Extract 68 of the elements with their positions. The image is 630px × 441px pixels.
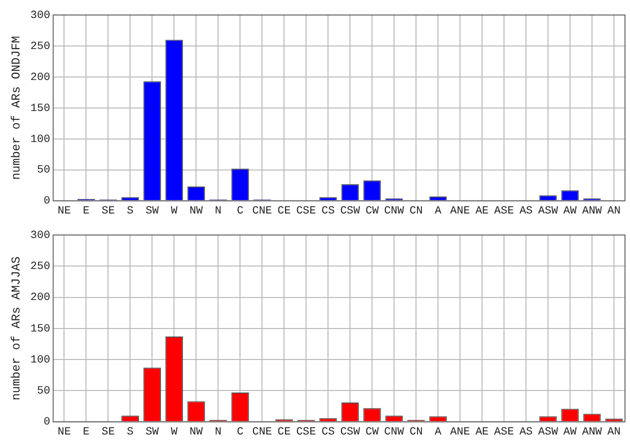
x-tick-label: W bbox=[170, 205, 178, 218]
x-tick-label: CN bbox=[409, 426, 423, 438]
x-tick-label: NW bbox=[190, 205, 204, 218]
y-tick-label: 250 bbox=[30, 40, 50, 53]
x-tick-label: N bbox=[214, 205, 222, 218]
x-tick-label: CSW bbox=[340, 205, 360, 218]
x-tick-label: A bbox=[434, 426, 442, 438]
x-tick-label: S bbox=[126, 426, 134, 438]
x-tick-label: ASE bbox=[494, 205, 514, 218]
x-tick-label: ANE bbox=[450, 426, 470, 438]
x-tick-label: CS bbox=[322, 426, 336, 438]
x-tick-label: CNE bbox=[252, 426, 272, 438]
x-tick-label: AW bbox=[563, 426, 578, 438]
x-tick-label: ANW bbox=[582, 205, 602, 218]
x-tick-label: CE bbox=[278, 426, 292, 438]
x-tick-label: N bbox=[214, 426, 222, 438]
x-tick-label: CW bbox=[365, 205, 380, 218]
x-tick-label: E bbox=[82, 205, 90, 218]
x-tick-label: NE bbox=[58, 426, 72, 438]
x-tick-label: CS bbox=[322, 205, 336, 218]
y-tick-label: 100 bbox=[30, 134, 50, 146]
x-tick-label: ASW bbox=[538, 426, 558, 438]
y-tick-label: 150 bbox=[30, 323, 50, 336]
x-tick-label: S bbox=[126, 205, 134, 218]
y-tick-label: 200 bbox=[30, 72, 50, 84]
x-tick-label: CW bbox=[365, 426, 380, 438]
y-tick-label: 300 bbox=[30, 10, 50, 22]
x-tick-label: SE bbox=[102, 205, 116, 218]
y-tick-label: 0 bbox=[44, 416, 50, 429]
x-tick-label: CNW bbox=[384, 205, 404, 218]
x-tick-label: SE bbox=[102, 426, 116, 438]
x-tick-label: A bbox=[434, 205, 442, 218]
x-tick-label: CN bbox=[409, 205, 423, 218]
y-axis-title: number of ARs AMJJAS bbox=[9, 256, 24, 400]
x-tick-label: CSW bbox=[340, 426, 360, 438]
x-tick-label: SW bbox=[146, 426, 160, 438]
x-tick-label: AN bbox=[607, 205, 621, 218]
x-tick-label: CNW bbox=[384, 426, 404, 438]
y-tick-label: 250 bbox=[30, 261, 50, 274]
x-tick-label: E bbox=[82, 426, 90, 438]
x-tick-label: CSE bbox=[296, 426, 316, 438]
y-tick-label: 100 bbox=[30, 354, 50, 366]
y-tick-label: 300 bbox=[30, 230, 50, 242]
x-tick-label: CNE bbox=[252, 205, 272, 218]
x-tick-label: ANE bbox=[450, 205, 470, 218]
x-tick-label: NE bbox=[58, 205, 72, 218]
x-tick-label: CE bbox=[278, 205, 292, 218]
x-tick-label: AE bbox=[475, 205, 490, 218]
x-tick-label: NW bbox=[190, 426, 204, 438]
x-tick-label: ASE bbox=[494, 426, 514, 438]
x-tick-label: C bbox=[236, 426, 244, 438]
x-tick-label: AW bbox=[563, 205, 578, 218]
y-tick-label: 50 bbox=[37, 386, 50, 398]
y-tick-label: 50 bbox=[37, 164, 50, 177]
x-tick-label: ANW bbox=[582, 426, 602, 438]
x-tick-label: AS bbox=[519, 426, 534, 438]
x-tick-label: ASW bbox=[538, 205, 558, 218]
x-tick-label: AE bbox=[475, 426, 490, 438]
x-tick-label: C bbox=[236, 205, 244, 218]
x-tick-label: AN bbox=[607, 426, 621, 438]
y-axis-title: number of ARs ONDJFM bbox=[9, 36, 24, 180]
x-tick-label: W bbox=[170, 426, 178, 438]
y-tick-label: 200 bbox=[30, 292, 50, 304]
x-tick-label: SW bbox=[146, 205, 160, 218]
x-tick-label: CSE bbox=[296, 205, 316, 218]
y-tick-label: 0 bbox=[44, 196, 50, 208]
y-tick-label: 150 bbox=[30, 102, 50, 115]
x-tick-label: AS bbox=[519, 205, 534, 218]
